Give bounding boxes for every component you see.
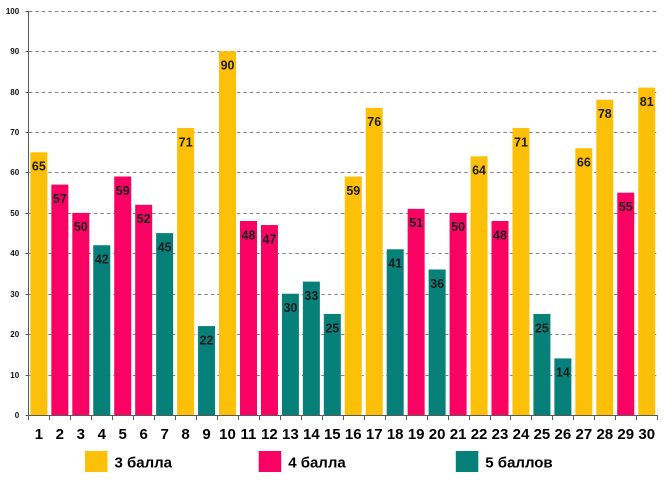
svg-text:47: 47 bbox=[262, 232, 276, 246]
svg-text:23: 23 bbox=[492, 426, 509, 443]
svg-text:25: 25 bbox=[535, 321, 549, 335]
svg-text:4 балла: 4 балла bbox=[288, 455, 346, 472]
svg-text:19: 19 bbox=[408, 426, 425, 443]
svg-text:36: 36 bbox=[430, 277, 444, 291]
svg-text:71: 71 bbox=[514, 135, 528, 149]
svg-text:40: 40 bbox=[10, 249, 19, 258]
svg-text:3: 3 bbox=[77, 426, 85, 443]
svg-text:78: 78 bbox=[598, 107, 612, 121]
svg-text:4: 4 bbox=[98, 426, 107, 443]
svg-text:22: 22 bbox=[200, 333, 214, 347]
svg-text:45: 45 bbox=[158, 240, 172, 254]
svg-text:11: 11 bbox=[241, 426, 257, 443]
svg-text:16: 16 bbox=[345, 426, 362, 443]
svg-text:65: 65 bbox=[32, 160, 46, 174]
svg-text:30: 30 bbox=[10, 290, 19, 299]
svg-text:57: 57 bbox=[53, 192, 67, 206]
svg-text:17: 17 bbox=[366, 426, 383, 443]
svg-text:52: 52 bbox=[137, 212, 151, 226]
svg-text:8: 8 bbox=[181, 426, 189, 443]
svg-text:55: 55 bbox=[619, 200, 633, 214]
svg-text:18: 18 bbox=[387, 426, 404, 443]
svg-text:50: 50 bbox=[74, 220, 88, 234]
svg-text:66: 66 bbox=[577, 156, 591, 170]
svg-text:59: 59 bbox=[116, 184, 130, 198]
svg-text:12: 12 bbox=[261, 426, 278, 443]
svg-text:2: 2 bbox=[56, 426, 64, 443]
svg-text:20: 20 bbox=[10, 330, 19, 339]
svg-text:41: 41 bbox=[388, 257, 402, 271]
svg-text:48: 48 bbox=[493, 228, 507, 242]
svg-text:10: 10 bbox=[219, 426, 236, 443]
svg-text:50: 50 bbox=[10, 209, 19, 218]
svg-text:59: 59 bbox=[346, 184, 360, 198]
svg-text:48: 48 bbox=[242, 228, 256, 242]
svg-text:33: 33 bbox=[304, 289, 318, 303]
svg-text:5 баллов: 5 баллов bbox=[485, 455, 552, 472]
svg-text:15: 15 bbox=[324, 426, 341, 443]
svg-text:9: 9 bbox=[202, 426, 210, 443]
svg-text:25: 25 bbox=[534, 426, 551, 443]
svg-text:10: 10 bbox=[10, 371, 19, 380]
svg-text:42: 42 bbox=[95, 253, 109, 267]
svg-text:28: 28 bbox=[596, 426, 613, 443]
svg-text:76: 76 bbox=[367, 115, 381, 129]
svg-text:7: 7 bbox=[160, 426, 168, 443]
svg-text:14: 14 bbox=[556, 366, 570, 380]
svg-text:22: 22 bbox=[471, 426, 488, 443]
svg-text:1: 1 bbox=[35, 426, 43, 443]
svg-text:26: 26 bbox=[555, 426, 572, 443]
svg-text:21: 21 bbox=[450, 426, 467, 443]
svg-text:90: 90 bbox=[10, 47, 19, 56]
svg-text:50: 50 bbox=[451, 220, 465, 234]
svg-text:80: 80 bbox=[10, 88, 19, 97]
svg-text:90: 90 bbox=[221, 59, 235, 73]
svg-text:13: 13 bbox=[282, 426, 299, 443]
svg-text:3 балла: 3 балла bbox=[115, 455, 173, 472]
svg-text:0: 0 bbox=[15, 411, 20, 420]
svg-text:30: 30 bbox=[283, 301, 297, 315]
svg-text:14: 14 bbox=[303, 426, 320, 443]
svg-text:30: 30 bbox=[638, 426, 655, 443]
svg-text:100: 100 bbox=[6, 7, 20, 16]
svg-text:51: 51 bbox=[409, 216, 423, 230]
svg-text:20: 20 bbox=[429, 426, 446, 443]
svg-text:29: 29 bbox=[617, 426, 634, 443]
svg-text:71: 71 bbox=[179, 135, 193, 149]
svg-text:70: 70 bbox=[10, 128, 19, 137]
svg-text:27: 27 bbox=[575, 426, 592, 443]
svg-text:64: 64 bbox=[472, 164, 486, 178]
svg-text:81: 81 bbox=[640, 95, 654, 109]
svg-text:6: 6 bbox=[140, 426, 148, 443]
svg-text:5: 5 bbox=[119, 426, 127, 443]
svg-text:60: 60 bbox=[10, 168, 19, 177]
svg-text:24: 24 bbox=[513, 426, 530, 443]
svg-text:25: 25 bbox=[325, 321, 339, 335]
